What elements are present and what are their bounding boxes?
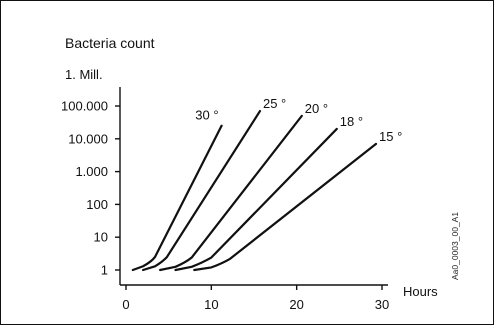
figure-code: Aa0_0003_00_A1 — [450, 212, 460, 280]
curve-label: 25 ° — [263, 96, 286, 111]
growth-curve-30deg — [131, 124, 223, 272]
growth-curve-15deg — [193, 142, 378, 272]
y-tick-label: 1. Mill. — [65, 67, 103, 82]
x-tick-label: 10 — [204, 297, 218, 312]
growth-curve-25deg — [141, 109, 262, 272]
curve-label: 30 ° — [195, 108, 218, 123]
y-tick-label: 1.000 — [75, 164, 108, 179]
growth-curves — [131, 109, 378, 272]
y-axis-ticks: 1 10 100 1.000 10.000 100.000 1. Mill. — [61, 67, 120, 278]
curve-label: 20 ° — [305, 101, 328, 116]
x-tick-label: 20 — [289, 297, 303, 312]
curve-label: 18 ° — [340, 114, 363, 129]
x-tick-label: 30 — [375, 297, 389, 312]
curve-label: 15 ° — [379, 129, 402, 144]
growth-curve-20deg — [159, 114, 303, 272]
x-tick-label: 0 — [122, 297, 129, 312]
y-tick-label: 10.000 — [68, 131, 108, 146]
y-tick-label: 100 — [86, 197, 108, 212]
y-tick-label: 100.000 — [61, 99, 108, 114]
y-tick-label: 1 — [101, 263, 108, 278]
chart-title: Bacteria count — [65, 35, 155, 51]
y-tick-label: 10 — [94, 230, 108, 245]
growth-curve-18deg — [174, 127, 338, 272]
curve-labels: 30 ° 25 ° 20 ° 18 ° 15 ° — [195, 96, 402, 144]
x-axis-label: Hours — [403, 284, 438, 299]
x-axis-ticks: 0 10 20 30 — [122, 285, 389, 312]
